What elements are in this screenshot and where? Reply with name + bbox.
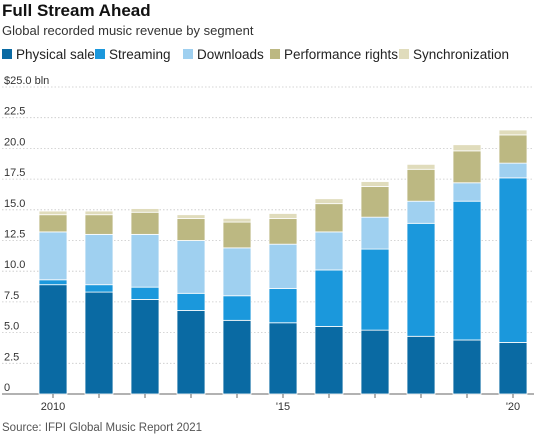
bar-2018-series-2 [406,200,436,224]
bar-2015-series-2 [268,243,298,289]
bar-2015-series-0 [268,322,298,395]
bar-2013-series-2 [176,240,206,294]
legend-swatch-4 [399,49,409,59]
bar-2012-series-3 [130,211,160,235]
bar-2017-series-4 [360,181,390,187]
bar-2016-series-0 [314,326,344,395]
bar-2014-series-1 [222,295,252,321]
bar-2012-series-2 [130,233,160,288]
bar-2014-series-0 [222,319,252,395]
bar-2016-series-1 [314,269,344,327]
bar-2020-series-1 [498,177,528,343]
bar-2019-series-0 [452,339,482,395]
bar-2010-series-4 [38,210,68,216]
bar-2019-series-3 [452,150,482,184]
legend-label-3: Performance rights [284,47,398,62]
bar-2018-series-0 [406,335,436,395]
bar-2016-series-4 [314,198,344,205]
bar-2015-series-1 [268,287,298,324]
bar-2012-series-1 [130,286,160,300]
bar-2020-series-0 [498,342,528,395]
legend-label-1: Streaming [109,47,171,62]
y-tick-label-6: 15.0 [4,198,25,210]
bar-2017-series-1 [360,248,390,331]
bar-2012-series-0 [130,299,160,395]
bar-2020-series-4 [498,129,528,136]
bar-2019-series-4 [452,144,482,152]
bar-2013-series-4 [176,214,206,219]
bar-2016-series-2 [314,231,344,271]
bar-2011-series-1 [84,284,114,293]
bar-2010-series-0 [38,284,68,395]
legend-label-2: Downloads [197,47,264,62]
y-tick-label-8: 20.0 [4,136,25,148]
bar-2013-series-1 [176,292,206,311]
bar-2014-series-3 [222,221,252,249]
legend-swatch-3 [270,49,280,59]
legend-swatch-1 [95,49,105,59]
bar-2011-series-3 [84,214,114,235]
bar-2018-series-1 [406,222,436,337]
bar-2015-series-4 [268,213,298,219]
bar-2020-series-3 [498,134,528,164]
bar-2019-series-2 [452,182,482,202]
bar-2020-series-2 [498,162,528,179]
y-tick-label-0: 0 [4,382,10,394]
gridlines: 0 2.5 5.0 7.5 10.0 12.5 15.0 17.5 20.0 22.5 $25.0 … [2,75,534,395]
x-axis: 2010 '15 '20 [41,394,520,413]
bar-2016-series-3 [314,203,344,233]
bars [38,129,528,395]
bar-2015-series-3 [268,217,298,245]
bar-2010-series-1 [38,279,68,286]
x-tick-label-2: '20 [506,401,520,413]
x-tick-label-1: '15 [276,401,290,413]
bar-2014-series-4 [222,217,252,223]
bar-2011-series-0 [84,291,114,395]
bar-2010-series-2 [38,231,68,281]
bar-2017-series-0 [360,329,390,395]
bar-2017-series-3 [360,186,390,218]
y-tick-label-7: 17.5 [4,167,25,179]
chart-title: Full Stream Ahead [2,1,151,20]
bar-2011-series-4 [84,210,114,216]
y-tick-label-5: 12.5 [4,229,25,241]
y-tick-label-2: 5.0 [4,321,19,333]
chart-subtitle: Global recorded music revenue by segment [2,23,254,38]
legend-label-0: Physical sales [16,47,102,62]
bar-2018-series-4 [406,163,436,170]
source-note: Source: IFPI Global Music Report 2021 [2,422,202,434]
y-tick-label-9: 22.5 [4,106,25,118]
bar-2012-series-4 [130,208,160,213]
legend-label-4: Synchronization [413,47,509,62]
bar-2011-series-2 [84,233,114,286]
bar-2019-series-1 [452,200,482,341]
y-tick-label-3: 7.5 [4,290,19,302]
y-tick-label-1: 2.5 [4,351,19,363]
bar-2013-series-0 [176,310,206,395]
y-tick-label-10: $25.0 bln [4,75,49,87]
y-tick-label-4: 10.0 [4,259,25,271]
bar-2013-series-3 [176,217,206,241]
x-tick-label-0: 2010 [41,401,65,413]
legend-swatch-2 [183,49,193,59]
bar-2010-series-3 [38,214,68,233]
legend: Physical sales Streaming Downloads Performa… [2,47,509,62]
bar-2017-series-2 [360,216,390,250]
legend-swatch-0 [2,49,12,59]
bar-2018-series-3 [406,168,436,202]
bar-2014-series-2 [222,247,252,297]
